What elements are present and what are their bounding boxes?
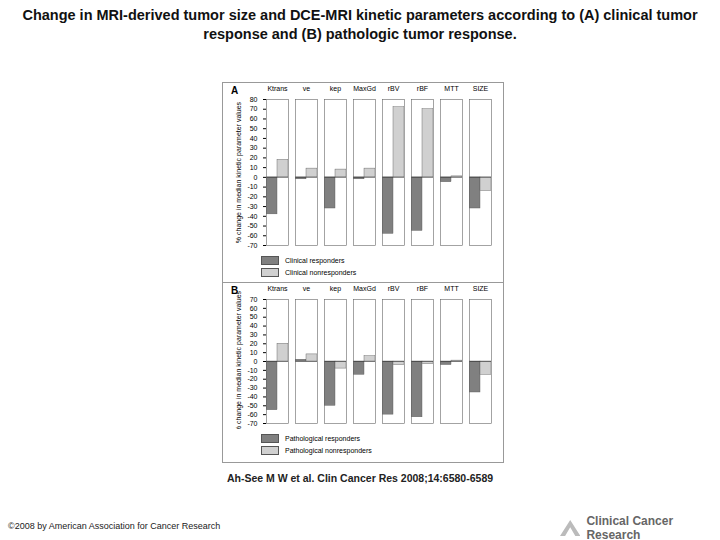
svg-text:60: 60 (250, 305, 258, 312)
svg-text:10: 10 (250, 164, 258, 171)
svg-text:rBF: rBF (417, 285, 428, 292)
svg-text:80: 80 (250, 96, 258, 103)
svg-text:-60: -60 (247, 232, 257, 239)
svg-text:30: 30 (250, 331, 258, 338)
svg-text:-10: -10 (247, 183, 257, 190)
svg-text:rBV: rBV (388, 285, 400, 292)
svg-text:70: 70 (250, 296, 258, 303)
svg-text:Ktrans: Ktrans (267, 85, 288, 92)
svg-text:-40: -40 (247, 213, 257, 220)
svg-text:10: 10 (250, 349, 258, 356)
svg-text:rBV: rBV (388, 85, 400, 92)
svg-text:-50: -50 (247, 222, 257, 229)
svg-text:MTT: MTT (444, 85, 459, 92)
svg-text:rBF: rBF (417, 85, 428, 92)
svg-text:-70: -70 (247, 420, 257, 427)
html-text:Change in MRI-derived tumor si: Change in MRI-derived tumor size and DCE… (22, 7, 698, 42)
svg-text:ve: ve (303, 285, 311, 292)
html-text:Pathological nonresponders: Pathological nonresponders (285, 447, 372, 454)
svg-text:70: 70 (250, 105, 258, 112)
svg-text:% change in median kinetic par: % change in median kinetic parameter val… (235, 101, 243, 243)
svg-text:-10: -10 (247, 367, 257, 374)
svg-text:MaxGd: MaxGd (353, 285, 376, 292)
svg-text:-30: -30 (247, 384, 257, 391)
svg-text:MaxGd: MaxGd (353, 85, 376, 92)
html-text:Clinical nonresponders: Clinical nonresponders (285, 269, 357, 276)
svg-text:40: 40 (250, 135, 258, 142)
svg-text:-40: -40 (247, 393, 257, 400)
svg-text:60: 60 (250, 115, 258, 122)
svg-text:30: 30 (250, 144, 258, 151)
svg-text:kep: kep (330, 285, 341, 293)
html-text:Clinical responders: Clinical responders (285, 257, 345, 264)
html-text:Pathological responders: Pathological responders (285, 435, 361, 442)
svg-text:MTT: MTT (444, 285, 459, 292)
html-text:A: A (231, 85, 239, 96)
html-text:©2008 by American Association: ©2008 by American Association for Cancer… (8, 521, 221, 531)
svg-text:0: 0 (254, 174, 258, 181)
svg-text:-30: -30 (247, 203, 257, 210)
svg-text:SIZE: SIZE (473, 285, 489, 292)
svg-text:kep: kep (330, 85, 341, 93)
svg-text:20: 20 (250, 154, 258, 161)
svg-text:20: 20 (250, 340, 258, 347)
svg-text:ve: ve (303, 85, 311, 92)
svg-text:-60: -60 (247, 411, 257, 418)
svg-text:50: 50 (250, 313, 258, 320)
html-text:B: B (231, 285, 239, 296)
svg-text:-70: -70 (247, 242, 257, 249)
html-text:Ah-See M W et al. Clin Cancer: Ah-See M W et al. Clin Cancer Res 2008;1… (226, 472, 494, 484)
svg-text:-20: -20 (247, 375, 257, 382)
svg-text:40: 40 (250, 322, 258, 329)
svg-text:Ktrans: Ktrans (267, 285, 288, 292)
svg-text:-50: -50 (247, 402, 257, 409)
svg-text:0: 0 (254, 358, 258, 365)
svg-text:% change in median kinetic par: % change in median kinetic parameter val… (235, 290, 243, 429)
svg-text:50: 50 (250, 125, 258, 132)
svg-text:-20: -20 (247, 193, 257, 200)
svg-text:SIZE: SIZE (473, 85, 489, 92)
